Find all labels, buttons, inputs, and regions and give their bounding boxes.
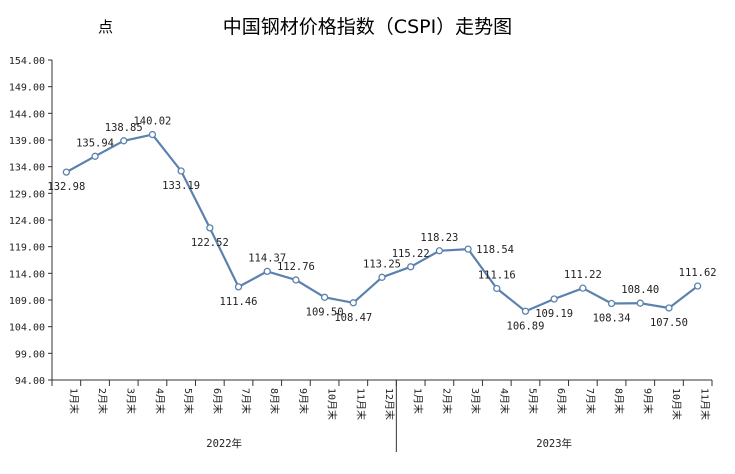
data-point xyxy=(407,263,415,271)
x-tick-label: 4月末 xyxy=(153,388,166,414)
y-tick-label: 124.00 xyxy=(9,216,45,227)
x-tick-label: 2月末 xyxy=(440,388,453,414)
x-tick-label: 6月末 xyxy=(555,388,568,414)
data-point xyxy=(120,137,128,145)
data-label: 111.46 xyxy=(220,296,258,308)
y-tick-label: 109.00 xyxy=(9,296,45,307)
x-tick-label: 6月末 xyxy=(211,388,224,414)
x-tick-label: 1月末 xyxy=(67,388,80,414)
y-tick-label: 99.00 xyxy=(15,349,45,360)
x-tick-label: 10月末 xyxy=(670,388,683,420)
data-point xyxy=(636,299,644,307)
data-label: 115.22 xyxy=(392,248,430,260)
data-point xyxy=(91,152,99,160)
data-point xyxy=(607,299,616,308)
y-tick-label: 94.00 xyxy=(15,376,45,387)
x-tick-label: 11月末 xyxy=(354,388,367,420)
x-tick-label: 9月末 xyxy=(641,388,654,414)
y-tick-label: 139.00 xyxy=(9,136,45,147)
data-label: 118.54 xyxy=(476,244,514,256)
data-label: 138.85 xyxy=(105,122,143,134)
year-group-label: 2023年 xyxy=(536,437,572,450)
x-tick-label: 9月末 xyxy=(297,388,310,414)
x-tick-label: 3月末 xyxy=(125,388,138,414)
x-tick-label: 10月末 xyxy=(326,388,339,420)
series-line xyxy=(65,133,699,313)
data-label: 140.02 xyxy=(133,116,171,128)
data-label: 135.94 xyxy=(76,137,114,149)
y-tick-label: 119.00 xyxy=(9,243,45,254)
x-tick-label: 1月末 xyxy=(412,388,425,414)
data-point xyxy=(349,299,357,307)
data-label: 118.23 xyxy=(420,232,458,244)
data-label: 109.50 xyxy=(306,306,344,318)
data-point xyxy=(206,224,214,232)
x-tick-label: 5月末 xyxy=(526,388,539,414)
x-tick-label: 5月末 xyxy=(182,388,195,414)
data-point xyxy=(435,247,444,255)
data-point xyxy=(665,304,673,312)
data-label: 111.16 xyxy=(478,269,516,281)
y-tick-label: 144.00 xyxy=(9,109,45,120)
data-label: 108.40 xyxy=(621,284,659,296)
y-tick-label: 114.00 xyxy=(9,269,45,280)
data-point xyxy=(550,295,558,303)
data-point xyxy=(493,284,501,293)
data-point xyxy=(292,276,300,284)
data-label: 114.37 xyxy=(248,252,286,264)
data-label: 132.98 xyxy=(47,181,85,193)
x-tick-label: 2月末 xyxy=(96,388,109,414)
data-label: 109.19 xyxy=(535,308,573,320)
data-point xyxy=(177,167,185,175)
data-label: 111.22 xyxy=(564,269,602,281)
y-tick-label: 149.00 xyxy=(9,83,45,94)
data-point xyxy=(263,267,271,276)
data-label: 108.47 xyxy=(334,312,372,324)
y-tick-label: 129.00 xyxy=(9,189,45,200)
chart-title: 中国钢材价格指数（CSPI）走势图 xyxy=(222,16,513,38)
data-point xyxy=(320,293,329,301)
x-tick-label: 11月末 xyxy=(699,388,712,420)
y-tick-label: 134.00 xyxy=(9,163,45,174)
x-tick-label: 7月末 xyxy=(240,388,253,414)
data-label: 107.50 xyxy=(650,317,688,329)
x-tick-label: 8月末 xyxy=(613,388,626,414)
data-label: 133.19 xyxy=(162,180,200,192)
data-point xyxy=(521,307,530,315)
y-tick-label: 104.00 xyxy=(9,323,45,334)
data-point xyxy=(378,273,386,281)
data-label: 122.52 xyxy=(191,237,229,249)
y-axis-unit-label: 点 xyxy=(98,18,114,36)
data-point xyxy=(694,282,702,290)
data-label: 111.62 xyxy=(679,267,717,279)
x-tick-label: 12月末 xyxy=(383,388,396,420)
year-group-label: 2022年 xyxy=(206,437,242,450)
x-tick-label: 4月末 xyxy=(498,388,511,414)
x-tick-label: 8月末 xyxy=(268,388,281,414)
data-label: 106.89 xyxy=(507,320,545,332)
data-point xyxy=(148,130,157,139)
data-point xyxy=(464,245,472,253)
data-label: 108.34 xyxy=(593,313,631,325)
data-label: 113.25 xyxy=(363,258,401,270)
data-point xyxy=(62,168,70,176)
y-tick-label: 154.00 xyxy=(9,56,45,67)
data-point xyxy=(234,283,243,291)
data-label: 112.76 xyxy=(277,261,315,273)
data-point xyxy=(579,284,587,292)
x-tick-label: 7月末 xyxy=(584,388,597,414)
x-tick-label: 3月末 xyxy=(469,388,482,414)
